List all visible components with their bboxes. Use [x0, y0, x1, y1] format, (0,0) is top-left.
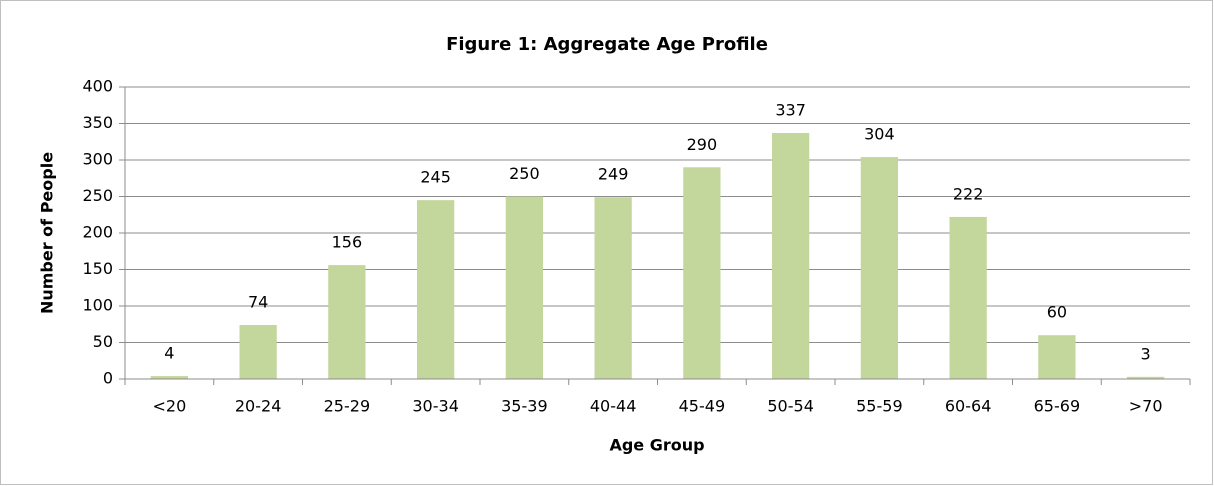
bar [594, 197, 632, 379]
y-tick-label: 0 [103, 369, 113, 388]
bar [860, 157, 899, 379]
x-tick-label: 45-49 [679, 397, 726, 416]
data-label: 222 [953, 184, 984, 203]
bar [150, 376, 189, 379]
y-tick-label: 300 [82, 150, 113, 169]
y-tick-label: 250 [82, 186, 113, 205]
y-axis-label: Number of People [38, 152, 57, 314]
bar [1038, 335, 1076, 379]
x-axis-label: Age Group [609, 436, 704, 455]
x-tick-label: 60-64 [945, 397, 992, 416]
bar [239, 324, 277, 379]
bar [416, 200, 455, 379]
x-tick-label: 50-54 [767, 397, 814, 416]
x-tick-label: 25-29 [324, 397, 371, 416]
x-tick-label: >70 [1129, 397, 1163, 416]
data-label: 4 [164, 344, 174, 363]
data-label: 3 [1141, 344, 1151, 363]
data-label: 156 [332, 233, 363, 252]
bar [1126, 376, 1165, 379]
y-tick-label: 400 [82, 77, 113, 96]
bar [949, 216, 987, 379]
x-tick-label: <20 [152, 397, 186, 416]
y-tick-label: 100 [82, 296, 113, 315]
bar [683, 167, 721, 379]
data-label: 250 [509, 164, 540, 183]
chart-title: Figure 1: Aggregate Age Profile [446, 34, 768, 55]
x-tick-label: 35-39 [501, 397, 548, 416]
y-tick-label: 200 [82, 223, 113, 242]
x-tick-label: 20-24 [235, 397, 282, 416]
x-tick-label: 30-34 [412, 397, 459, 416]
data-label: 74 [248, 292, 268, 311]
data-label: 304 [864, 125, 895, 144]
y-tick-label: 150 [82, 259, 113, 278]
data-label: 245 [420, 168, 451, 187]
y-tick-label: 350 [82, 113, 113, 132]
data-label: 290 [687, 135, 718, 154]
bar [505, 196, 544, 379]
x-tick-label: 40-44 [590, 397, 637, 416]
x-tick-label: 65-69 [1034, 397, 1081, 416]
data-label: 249 [598, 165, 629, 184]
bar [771, 132, 810, 379]
bar [328, 265, 366, 379]
x-tick-label: 55-59 [856, 397, 903, 416]
data-label: 337 [775, 100, 806, 119]
data-label: 60 [1047, 303, 1067, 322]
y-tick-label: 50 [93, 332, 113, 351]
